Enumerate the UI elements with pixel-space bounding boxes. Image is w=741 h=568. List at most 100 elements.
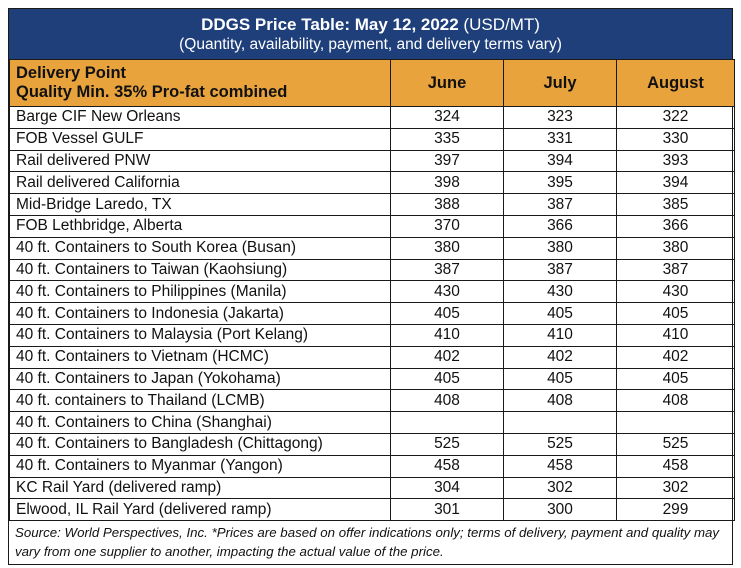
cell-location: 40 ft. Containers to Japan (Yokohama) [9,367,391,391]
cell-june: 405 [390,367,504,391]
table-row: Mid-Bridge Laredo, TX 388 387 385 [9,193,735,216]
table-row: 40 ft. Containers to Japan (Yokohama) 405… [9,367,735,391]
cell-location: FOB Vessel GULF [9,127,391,151]
price-table: Delivery Point Quality Min. 35% Pro-fat … [9,59,735,522]
header-august: August [616,59,735,107]
table-row: Rail delivered PNW 397 394 393 [9,149,735,173]
cell-july: 408 [503,389,617,413]
cell-location: 40 ft. Containers to Taiwan (Kaohsiung) [9,258,391,282]
table-title-unit: (USD/MT) [458,15,540,34]
cell-july: 525 [503,432,617,456]
table-row: FOB Vessel GULF 335 331 330 [9,127,735,151]
title-bar: DDGS Price Table: May 12, 2022 (USD/MT) … [9,9,732,59]
cell-location: 40 ft. Containers to Indonesia (Jakarta) [9,302,391,325]
cell-june: 387 [390,258,504,282]
cell-july: 430 [503,280,617,304]
cell-location: Elwood, IL Rail Yard (delivered ramp) [9,498,391,522]
cell-location: KC Rail Yard (delivered ramp) [9,476,391,500]
header-row: Delivery Point Quality Min. 35% Pro-fat … [9,59,735,107]
cell-location: Rail delivered PNW [9,149,391,173]
cell-location: 40 ft. Containers to Philippines (Manila… [9,280,391,304]
cell-july: 331 [503,127,617,151]
table-row: Elwood, IL Rail Yard (delivered ramp) 301… [9,498,735,522]
cell-august: 385 [616,193,735,216]
cell-location: 40 ft. Containers to Myanmar (Yangon) [9,454,391,478]
table-row: 40 ft. containers to Thailand (LCMB) 408 4… [9,389,735,413]
table-row: KC Rail Yard (delivered ramp) 304 302 302 [9,476,735,500]
header-june: June [390,59,504,107]
cell-august: 405 [616,302,735,325]
cell-july: 300 [503,498,617,522]
cell-august [616,411,735,434]
cell-location: Mid-Bridge Laredo, TX [9,193,391,216]
cell-june: 458 [390,454,504,478]
cell-august: 387 [616,258,735,282]
cell-july: 402 [503,345,617,369]
header-quality-label: Quality Min. 35% Pro-fat combined [16,83,288,101]
cell-july: 410 [503,323,617,347]
cell-august: 458 [616,454,735,478]
table-row: 40 ft. Containers to Philippines (Manila… [9,280,735,304]
cell-june [390,411,504,434]
table-row: FOB Lethbridge, Alberta 370 366 366 [9,214,735,238]
header-delivery-point-label: Delivery Point [16,64,127,82]
cell-august: 393 [616,149,735,173]
cell-june: 370 [390,214,504,238]
cell-july: 387 [503,258,617,282]
cell-location: 40 ft. Containers to Vietnam (HCMC) [9,345,391,369]
cell-location: 40 ft. Containers to Bangladesh (Chittag… [9,432,391,456]
cell-july: 387 [503,193,617,216]
cell-location: 40 ft. Containers to China (Shanghai) [9,411,391,434]
table-row: 40 ft. Containers to Indonesia (Jakarta)… [9,302,735,325]
cell-august: 380 [616,236,735,260]
table-title-main: DDGS Price Table: May 12, 2022 [201,15,459,34]
cell-location: Barge CIF New Orleans [9,106,391,129]
cell-august: 302 [616,476,735,500]
header-july: July [503,59,617,107]
cell-july: 302 [503,476,617,500]
source-footnote: Source: World Perspectives, Inc. *Prices… [15,525,720,560]
cell-august: 394 [616,171,735,195]
cell-june: 388 [390,193,504,216]
cell-august: 402 [616,345,735,369]
cell-june: 408 [390,389,504,413]
cell-july: 405 [503,367,617,391]
table-row: 40 ft. Containers to Taiwan (Kaohsiung) 3… [9,258,735,282]
cell-location: FOB Lethbridge, Alberta [9,214,391,238]
cell-july: 323 [503,106,617,129]
cell-august: 525 [616,432,735,456]
cell-location: 40 ft. Containers to South Korea (Busan) [9,236,391,260]
cell-june: 525 [390,432,504,456]
table-row: 40 ft. Containers to Malaysia (Port Kela… [9,323,735,347]
cell-july: 458 [503,454,617,478]
cell-june: 405 [390,302,504,325]
cell-august: 410 [616,323,735,347]
table-subtitle: (Quantity, availability, payment, and de… [179,36,562,53]
cell-august: 299 [616,498,735,522]
table-row: 40 ft. Containers to Myanmar (Yangon) 458… [9,454,735,478]
cell-july [503,411,617,434]
cell-august: 322 [616,106,735,129]
table-row: 40 ft. Containers to China (Shanghai) [9,411,735,434]
table-row: Rail delivered California 398 395 394 [9,171,735,195]
table-title: DDGS Price Table: May 12, 2022 (USD/MT) [9,14,732,35]
cell-august: 366 [616,214,735,238]
cell-july: 405 [503,302,617,325]
cell-june: 410 [390,323,504,347]
table-body: Barge CIF New Orleans 324 323 322 FOB Vessel… [9,106,735,522]
cell-location: 40 ft. Containers to Malaysia (Port Kela… [9,323,391,347]
cell-june: 402 [390,345,504,369]
table-row: Barge CIF New Orleans 324 323 322 [9,106,735,129]
table-row: 40 ft. Containers to Vietnam (HCMC) 402 40… [9,345,735,369]
cell-august: 405 [616,367,735,391]
cell-august: 408 [616,389,735,413]
cell-june: 324 [390,106,504,129]
table-row: 40 ft. Containers to Bangladesh (Chittag… [9,432,735,456]
cell-july: 380 [503,236,617,260]
cell-june: 430 [390,280,504,304]
cell-august: 330 [616,127,735,151]
cell-june: 335 [390,127,504,151]
cell-july: 394 [503,149,617,173]
cell-location: Rail delivered California [9,171,391,195]
cell-location: 40 ft. containers to Thailand (LCMB) [9,389,391,413]
